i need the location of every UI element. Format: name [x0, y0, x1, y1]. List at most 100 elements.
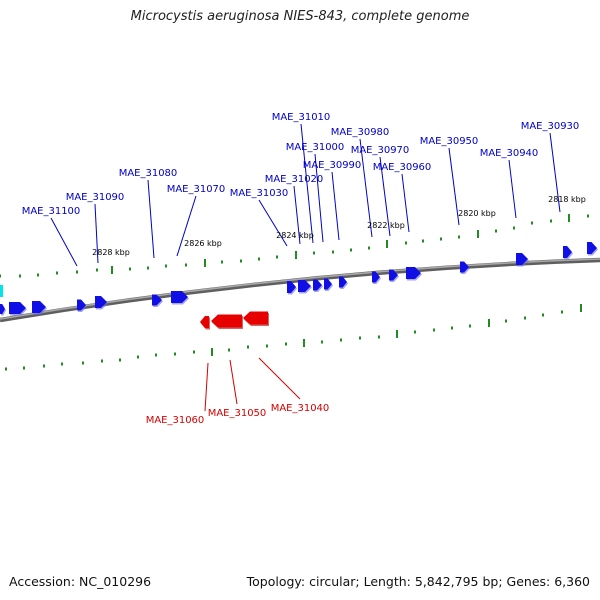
gene-label-forward: MAE_31020 [265, 174, 324, 185]
gene-label-forward: MAE_31010 [272, 112, 331, 123]
gene-label-forward: MAE_31000 [286, 142, 345, 153]
forward-gene-arrow [460, 261, 470, 274]
gene-label-forward: MAE_31100 [22, 206, 81, 217]
leader-line [300, 123, 314, 244]
major-tick [111, 266, 113, 274]
leader-line [94, 203, 99, 264]
major-tick [204, 259, 206, 267]
minor-tick [266, 344, 268, 348]
minor-tick [285, 342, 287, 346]
leader-line [331, 171, 340, 241]
minor-tick [56, 271, 58, 275]
minor-tick [193, 350, 195, 354]
minor-tick [240, 259, 242, 263]
minor-tick [96, 268, 98, 272]
leader-line [258, 199, 288, 247]
minor-tick [23, 366, 25, 370]
leader-line [204, 362, 209, 412]
minor-tick [165, 264, 167, 268]
minor-tick [313, 251, 315, 255]
position-label: 2826 kbp [184, 239, 222, 248]
minor-tick [458, 235, 460, 239]
leader-line [314, 153, 324, 243]
minor-tick [469, 324, 471, 328]
major-tick [580, 304, 582, 312]
major-tick [568, 214, 570, 222]
gene-labels: MAE_31100 MAE_31090 MAE_31080 MAE_31070 MAE_… [22, 112, 580, 426]
label-leader-lines [50, 123, 561, 412]
forward-gene-arrow [324, 278, 333, 291]
major-tick [295, 251, 297, 259]
gene-label-forward: MAE_30930 [521, 121, 580, 132]
forward-gene-arrow [9, 302, 27, 316]
minor-tick [19, 274, 21, 278]
minor-tick [414, 330, 416, 334]
position-label: 2818 kbp [548, 195, 586, 204]
leader-line [258, 357, 301, 400]
minor-tick [228, 348, 230, 352]
minor-tick [542, 313, 544, 317]
outer-tick-track [0, 214, 589, 278]
forward-gene-arrow [516, 253, 529, 267]
minor-tick [440, 237, 442, 241]
minor-tick [422, 239, 424, 243]
position-label: 2828 kbp [92, 248, 130, 257]
forward-gene-arrow [313, 279, 323, 292]
forward-gene-arrow [0, 304, 6, 316]
major-tick [488, 319, 490, 327]
forward-gene-arrow [171, 291, 189, 305]
position-label: 2822 kbp [367, 221, 405, 230]
gene-label-reverse: MAE_31060 [146, 415, 205, 426]
gene-label-reverse: MAE_31050 [208, 408, 267, 419]
forward-gene-arrow [389, 269, 399, 282]
genome-summary-text: Topology: circular; Length: 5,842,795 bp… [246, 574, 590, 589]
gene-label-forward: MAE_30970 [351, 145, 410, 156]
minor-tick [368, 246, 370, 250]
gene-label-forward: MAE_30950 [420, 136, 479, 147]
minor-tick [451, 326, 453, 330]
gene-label-forward: MAE_31070 [167, 184, 226, 195]
leader-line [50, 217, 78, 267]
minor-tick [550, 219, 552, 223]
minor-tick [76, 270, 78, 274]
minor-tick [350, 248, 352, 252]
leader-line [293, 185, 301, 245]
leader-line [229, 359, 238, 405]
forward-gene-arrow [298, 280, 312, 294]
minor-tick [433, 328, 435, 332]
inner-tick-track [5, 304, 582, 371]
forward-gene-arrow [406, 267, 422, 281]
forward-gene-arrow [563, 246, 573, 260]
minor-tick [247, 345, 249, 349]
forward-gene-arrow [77, 299, 87, 312]
position-labels: 2828 kbp 2826 kbp 2824 kbp 2822 kbp 2820 kbp… [92, 195, 586, 257]
minor-tick [119, 358, 121, 362]
reverse-gene-arrow [243, 311, 269, 326]
minor-tick [587, 214, 589, 218]
minor-tick [147, 266, 149, 270]
major-tick [211, 348, 213, 356]
gene-label-forward: MAE_30940 [480, 148, 539, 159]
gene-label-forward: MAE_30960 [373, 162, 432, 173]
major-tick [477, 230, 479, 238]
accession-text: Accession: NC_010296 [9, 574, 152, 589]
leader-line [401, 173, 410, 233]
forward-gene-arrow [339, 276, 348, 289]
forward-gene-arrow [32, 301, 47, 315]
position-label: 2824 kbp [276, 231, 314, 240]
gene-label-forward: MAE_31080 [119, 168, 178, 179]
leader-line [359, 138, 373, 238]
minor-tick [43, 364, 45, 368]
leader-line [147, 179, 155, 259]
gene-label-forward: MAE_31030 [230, 188, 289, 199]
minor-tick [321, 340, 323, 344]
forward-gene-arrow [372, 271, 381, 284]
minor-tick [82, 361, 84, 365]
minor-tick [405, 241, 407, 245]
minor-tick [0, 274, 1, 278]
reverse-gene-arrow [211, 314, 243, 329]
minor-tick [37, 273, 39, 277]
minor-tick [101, 359, 103, 363]
gene-label-forward: MAE_31090 [66, 192, 125, 203]
